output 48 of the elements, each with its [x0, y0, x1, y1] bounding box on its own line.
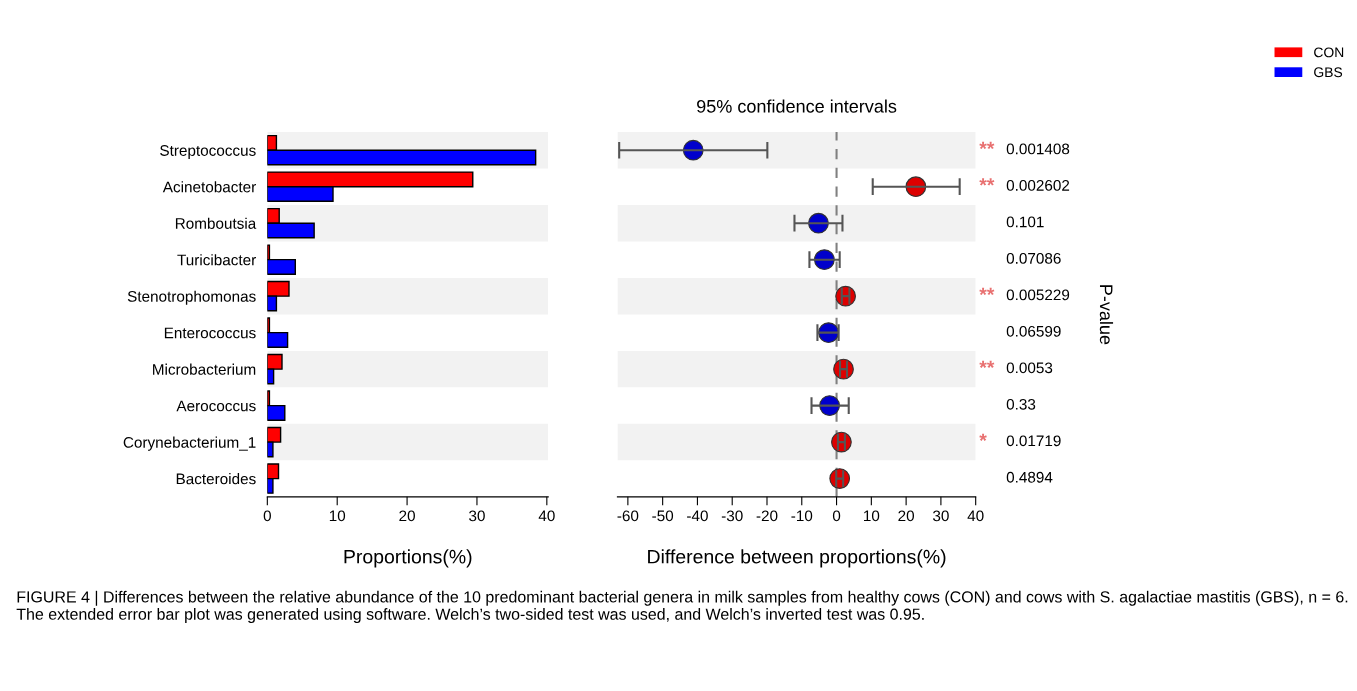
text: 0.002602 — [1006, 179, 1070, 191]
y-tick-label: Corynebacterium_1 — [123, 436, 256, 451]
x-tick-label: -60 — [617, 510, 639, 522]
text: 0.07086 — [1006, 252, 1061, 264]
y-tick-label: Microbacterium — [153, 363, 256, 375]
y-tick-label: Stenotrophomonas — [127, 290, 256, 305]
x-tick-label: -40 — [687, 510, 708, 522]
y-tick-label: Aerococcus — [176, 400, 256, 412]
y-tick-label: Romboutsia — [175, 217, 257, 229]
caption: FIGURE 4 | Differences between the relative abundance of the 10 predominant bacterial genera in milk samples from healthy cows (CON) and cows with S. agalactiae mastitis (GBS), n = 6. The extended error bar plot was generated using software. Welch’s two-sided test was used, and Welch’s inverted test was 0.95. — [16, 590, 1348, 623]
text: 0.33 — [1006, 398, 1036, 410]
text: ** — [979, 360, 995, 369]
x-tick-label: -30 — [721, 510, 743, 522]
y-tick-label: Streptococcus — [160, 145, 256, 159]
x-tick-label: 20 — [399, 510, 415, 522]
text: ** — [979, 141, 995, 150]
x-tick-label: 40 — [967, 510, 984, 522]
text: 0.001408 — [1006, 143, 1070, 155]
text: 0.4894 — [1006, 471, 1053, 483]
legend-label: CON — [1314, 47, 1344, 58]
x-axis-title: Proportions(%) — [344, 549, 472, 568]
x-tick-label: -20 — [756, 510, 778, 522]
y-tick-label: Turicibacter — [177, 254, 256, 266]
y2-axis-title: P-value — [1099, 285, 1114, 345]
y-tick-label: Bacteroides — [176, 473, 256, 485]
text: ** — [979, 178, 995, 186]
legend-label: GBS — [1314, 67, 1343, 78]
text: 0.01719 — [1006, 435, 1061, 447]
text: ** — [979, 287, 995, 296]
text: 0.0053 — [1006, 362, 1053, 374]
x-tick-label: -10 — [791, 510, 813, 522]
x-tick-label: 40 — [538, 510, 555, 522]
y-tick-label: Enterococcus — [164, 327, 256, 339]
x-tick-label: -50 — [652, 510, 674, 522]
text: 0.005229 — [1006, 289, 1070, 301]
x-tick-label: 0 — [832, 510, 841, 522]
x-tick-label: 10 — [864, 510, 880, 522]
x-tick-label: 30 — [932, 510, 949, 522]
x-tick-label: 20 — [898, 510, 915, 522]
text: 0.101 — [1006, 216, 1044, 228]
text: * — [979, 433, 987, 441]
x-tick-label: 0 — [263, 510, 271, 522]
x-axis-title: Difference between proportions(%) — [648, 549, 946, 568]
x-tick-label: 30 — [469, 510, 485, 522]
y-tick-label: Acinetobacter — [162, 181, 256, 193]
x-tick-label: 10 — [329, 510, 346, 522]
text: 0.06599 — [1006, 325, 1061, 337]
chart-title: 95% confidence intervals — [697, 99, 897, 113]
